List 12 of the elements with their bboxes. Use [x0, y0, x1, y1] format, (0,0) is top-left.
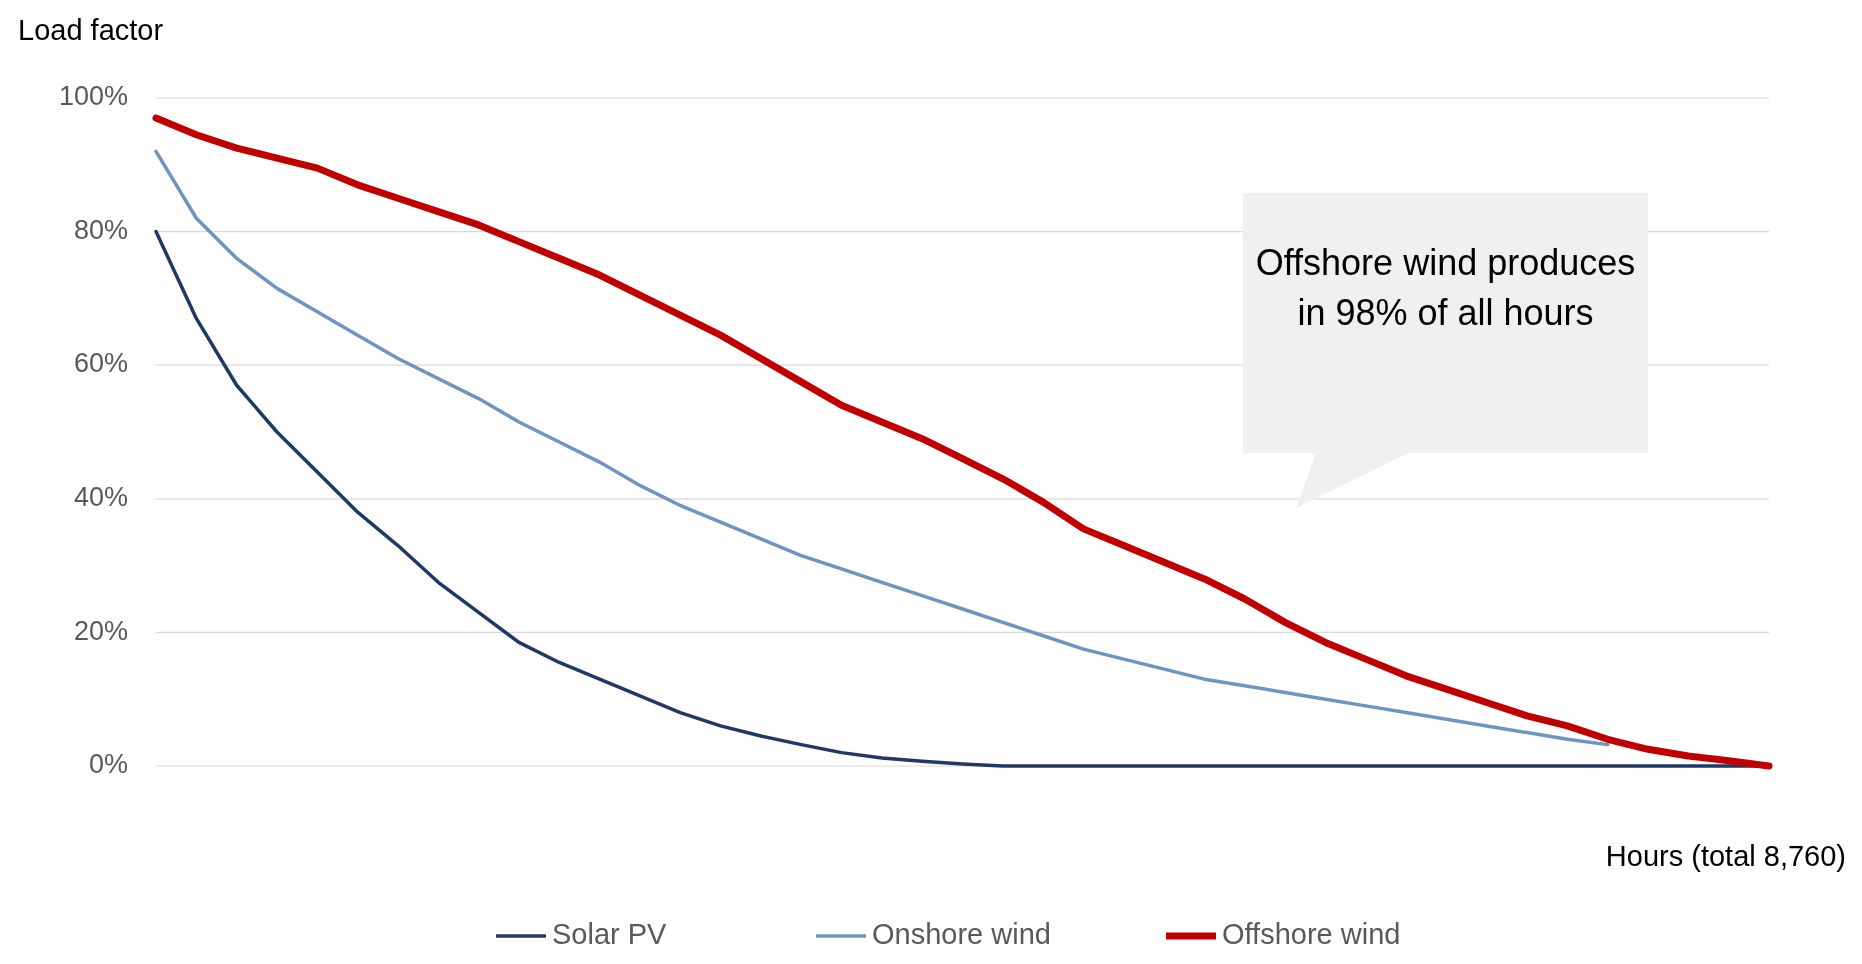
legend-label: Solar PV [552, 917, 668, 950]
y-tick-label: 60% [73, 348, 128, 379]
y-tick-label: 80% [73, 214, 128, 245]
legend-label: Onshore wind [872, 917, 1051, 950]
y-tick-label: 40% [73, 481, 128, 512]
y-tick-label: 100% [58, 81, 128, 112]
annotation: Offshore wind produces in 98% of all hours [1255, 242, 1636, 333]
y-tick-label: 0% [88, 749, 128, 780]
x-axis-title: Hours (total 8,760) [1605, 840, 1846, 872]
y-axis-title: Load factor [18, 14, 164, 46]
y-tick-label: 20% [73, 615, 128, 646]
legend-label: Offshore wind [1222, 917, 1401, 950]
